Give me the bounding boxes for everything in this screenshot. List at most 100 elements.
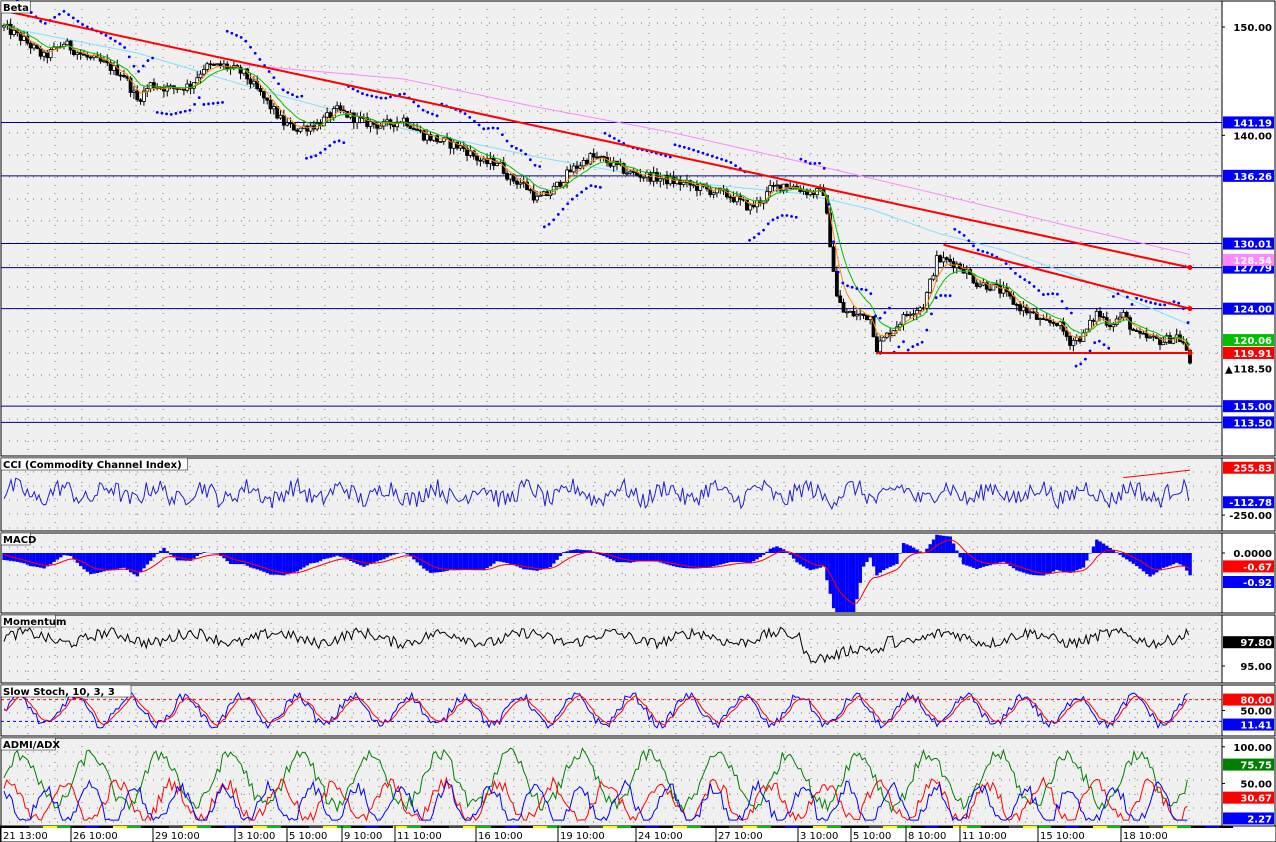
candle — [844, 311, 849, 314]
session-strip — [491, 826, 505, 828]
cci-divergence-line — [1123, 469, 1191, 479]
macd-bar — [841, 553, 846, 612]
plot-area — [0, 0, 1223, 457]
sar-dot — [491, 126, 495, 130]
candle — [391, 124, 396, 128]
macd-bar — [955, 550, 959, 553]
candle — [874, 336, 879, 353]
candle — [908, 313, 913, 316]
time-label: 26 10:00 — [73, 831, 118, 842]
macd-bar — [915, 549, 919, 553]
sar-dot — [67, 13, 71, 16]
sar-dot — [836, 270, 840, 274]
time-label: 3 10:00 — [800, 831, 838, 842]
sar-dot — [39, 19, 43, 23]
macd-bar — [365, 553, 369, 566]
sar-dot — [580, 190, 584, 194]
sar-dot — [151, 56, 154, 60]
sar-dot — [883, 311, 887, 315]
candle — [281, 114, 286, 126]
time-label: 8 10:00 — [908, 831, 946, 842]
sar-dot — [272, 76, 276, 80]
value-tag-label: 2.27 — [1247, 814, 1272, 825]
macd-bar — [348, 553, 353, 561]
macd-bar — [848, 553, 852, 612]
candle — [521, 181, 526, 184]
sar-dot — [183, 109, 187, 113]
macd-bar — [555, 553, 559, 560]
value-tag-label: 113.50 — [1233, 418, 1272, 429]
candle — [984, 282, 989, 290]
sar-dot — [906, 348, 910, 352]
candle — [1091, 319, 1096, 322]
macd-bar — [358, 553, 363, 566]
macd-bar — [185, 553, 190, 561]
value-tag-label: 120.06 — [1233, 336, 1272, 347]
cci-line — [3, 476, 1190, 511]
session-strip — [981, 826, 995, 828]
macd-bar — [675, 553, 679, 567]
session-strip — [771, 826, 785, 828]
candle — [331, 108, 336, 119]
macd-bar — [738, 553, 743, 563]
sar-dot — [939, 294, 943, 297]
macd-bar — [5, 553, 10, 561]
macd-bar — [532, 553, 536, 571]
sar-dot — [351, 87, 355, 91]
candle — [728, 196, 733, 199]
sar-dot — [323, 147, 327, 151]
session-strip — [99, 826, 113, 828]
candle — [328, 112, 333, 119]
candle — [411, 128, 416, 130]
candle — [538, 194, 543, 197]
sar-dot — [790, 214, 793, 218]
session-strip — [1219, 826, 1233, 828]
value-tag-label: 141.19 — [1233, 118, 1272, 129]
session-strip — [365, 826, 379, 828]
sar-dot — [510, 144, 514, 148]
sar-dot — [277, 82, 280, 86]
macd-bar — [298, 553, 303, 570]
candle — [911, 313, 916, 316]
macd-bar — [1181, 553, 1186, 566]
candle — [275, 106, 280, 119]
candle — [518, 182, 523, 185]
value-tag-label: 97.80 — [1240, 638, 1272, 649]
macd-bar — [1061, 553, 1066, 572]
macd-bar — [1151, 553, 1156, 575]
macd-bar — [605, 553, 609, 558]
macd-bar — [875, 553, 879, 576]
time-label: 9 10:00 — [344, 831, 382, 842]
session-strip — [561, 826, 575, 828]
di-plus-line — [3, 776, 1188, 822]
sar-dot — [426, 110, 430, 114]
macd-bar — [558, 553, 563, 557]
sar-dot — [1074, 364, 1078, 368]
candle — [142, 90, 146, 102]
macd-bar — [1168, 553, 1172, 566]
sar-dot — [468, 116, 472, 119]
candle — [861, 313, 866, 316]
candle — [1018, 304, 1022, 312]
sar-dot — [309, 155, 313, 159]
macd-bar — [1035, 553, 1039, 576]
macd-bar — [368, 553, 373, 564]
macd-bar — [135, 553, 140, 577]
time-label: 3 10:00 — [237, 831, 275, 842]
macd-bar — [342, 553, 346, 558]
candle — [468, 150, 473, 156]
macd-bar — [112, 553, 116, 570]
macd-bar — [512, 553, 516, 566]
ma_pink-moving-average — [243, 64, 1191, 255]
session-strip — [85, 826, 99, 828]
macd-bar — [388, 553, 393, 556]
sar-dot — [1056, 292, 1059, 296]
macd-bar — [935, 534, 939, 553]
sar-dot — [1116, 292, 1120, 296]
macd-bar — [552, 553, 556, 564]
sar-dot — [384, 96, 388, 100]
macd-bar — [515, 553, 519, 567]
macd-bar — [788, 553, 793, 555]
sar-dot — [62, 9, 66, 13]
